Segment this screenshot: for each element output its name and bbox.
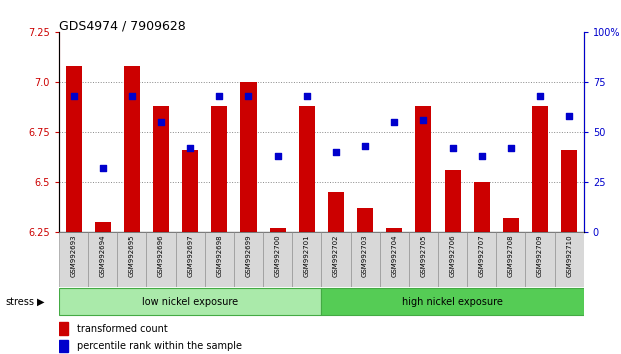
Bar [59,232,88,287]
Bar [532,106,548,232]
Bar [182,150,198,232]
Text: GSM992699: GSM992699 [245,235,252,277]
Text: GSM992704: GSM992704 [391,235,397,277]
Bar [263,232,292,287]
Bar [153,106,169,232]
Bar [503,218,519,232]
Text: GDS4974 / 7909628: GDS4974 / 7909628 [59,19,186,33]
Bar [496,232,525,287]
Bar [379,232,409,287]
Point [185,145,195,151]
Bar [445,170,461,232]
Text: low nickel exposure: low nickel exposure [142,297,238,307]
Bar [386,228,402,232]
Bar [59,288,322,315]
Bar [561,150,577,232]
Text: GSM992698: GSM992698 [216,235,222,277]
Point [214,93,224,99]
Text: high nickel exposure: high nickel exposure [402,297,503,307]
Point [419,117,428,123]
Point [477,153,487,159]
Bar [474,182,490,232]
Point [506,145,516,151]
Point [331,149,341,155]
Text: GSM992697: GSM992697 [187,235,193,277]
Bar [205,232,234,287]
Text: GSM992710: GSM992710 [566,235,572,277]
Point [243,93,253,99]
Bar [95,222,111,232]
Point [448,145,458,151]
Bar [117,232,147,287]
Text: GSM992700: GSM992700 [274,235,281,277]
Bar [234,232,263,287]
Bar [555,232,584,287]
Text: percentile rank within the sample: percentile rank within the sample [78,341,242,351]
Text: GSM992707: GSM992707 [479,235,485,277]
Bar [240,82,256,232]
Text: GSM992701: GSM992701 [304,235,310,277]
Bar [525,232,555,287]
Point [156,119,166,125]
Bar [88,232,117,287]
Bar [270,228,286,232]
Bar [415,106,432,232]
Text: GSM992694: GSM992694 [100,235,106,277]
Bar [409,232,438,287]
Text: ▶: ▶ [37,297,45,307]
Text: GSM992706: GSM992706 [450,235,456,277]
Point [389,119,399,125]
Point [273,153,283,159]
Bar [66,66,81,232]
Bar [357,208,373,232]
Text: transformed count: transformed count [78,324,168,333]
Bar [467,232,496,287]
Bar [176,232,205,287]
Bar [328,192,344,232]
Bar [59,322,68,335]
Bar [350,232,379,287]
Bar [147,232,176,287]
Point [535,93,545,99]
Bar [299,106,315,232]
Text: GSM992709: GSM992709 [537,235,543,277]
Point [68,93,78,99]
Point [564,113,574,119]
Point [97,165,107,171]
Bar [322,288,584,315]
Text: GSM992696: GSM992696 [158,235,164,277]
Bar [211,106,227,232]
Bar [124,66,140,232]
Point [302,93,312,99]
Text: GSM992695: GSM992695 [129,235,135,277]
Point [360,143,370,149]
Bar [322,232,350,287]
Bar [59,340,68,352]
Text: stress: stress [5,297,34,307]
Text: GSM992708: GSM992708 [508,235,514,277]
Text: GSM992693: GSM992693 [71,235,76,277]
Point [127,93,137,99]
Text: GSM992703: GSM992703 [362,235,368,277]
Bar [438,232,467,287]
Text: GSM992702: GSM992702 [333,235,339,277]
Text: GSM992705: GSM992705 [420,235,427,277]
Bar [292,232,322,287]
